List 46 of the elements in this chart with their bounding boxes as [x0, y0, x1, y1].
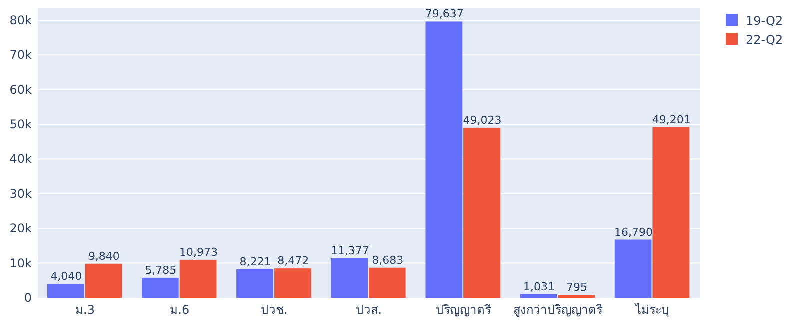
bar	[274, 268, 312, 298]
y-tick-label: 80k	[10, 13, 32, 28]
y-tick-label: 50k	[10, 118, 32, 132]
y-tick-label: 70k	[10, 48, 32, 62]
data-label: 795	[566, 281, 588, 294]
data-label: 11,377	[330, 244, 370, 258]
y-tick-label: 20k	[10, 222, 32, 236]
bar	[236, 269, 274, 298]
bar	[614, 240, 652, 298]
data-label: 5,785	[145, 264, 177, 277]
bar	[331, 258, 368, 298]
bar	[520, 294, 558, 298]
data-label: 49,201	[652, 113, 691, 126]
data-label: 8,221	[240, 255, 272, 268]
bar	[47, 284, 84, 298]
data-label: 8,683	[372, 254, 404, 267]
legend-label: 22-Q2	[746, 33, 784, 47]
bar	[180, 260, 217, 298]
x-tick-label: ปริญญาตรี	[436, 303, 492, 317]
bar	[464, 128, 500, 298]
y-tick-label: 10k	[10, 256, 32, 270]
x-tick-label: ปวส.	[356, 303, 382, 317]
data-label: 1,031	[523, 280, 555, 294]
data-label: 8,472	[278, 254, 310, 268]
legend-label: 19-Q2	[746, 14, 784, 28]
bar	[652, 127, 690, 298]
x-tick-label: สูงกว่าปริญญาตรี	[514, 303, 604, 318]
x-tick-label: ม.3	[76, 303, 96, 317]
data-label: 4,040	[50, 270, 82, 283]
bar	[558, 295, 595, 298]
y-tick-label: 0	[24, 291, 32, 305]
bar	[369, 268, 406, 298]
x-tick-label: ปวช.	[261, 303, 288, 317]
x-tick-label: ม.6	[170, 303, 190, 317]
y-tick-label: 30k	[10, 186, 32, 201]
data-label: 9,840	[88, 250, 120, 263]
data-label: 79,637	[425, 8, 464, 21]
bar	[85, 264, 122, 298]
bar	[142, 278, 179, 298]
data-label: 49,023	[463, 114, 502, 127]
data-label: 16,790	[614, 226, 654, 239]
y-tick-label: 40k	[10, 152, 32, 166]
data-label: 10,973	[180, 246, 218, 259]
bar	[426, 22, 463, 298]
x-tick-label: ไม่ระบุ	[634, 303, 670, 318]
y-tick-label: 60k	[10, 82, 32, 97]
